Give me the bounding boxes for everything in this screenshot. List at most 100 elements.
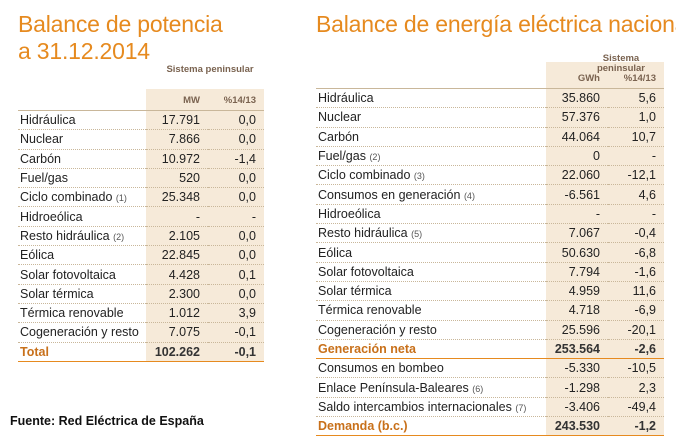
table-row: Hidroeólica - - [316,204,664,225]
row-label: Consumos en bombeo [316,358,546,379]
value-cell: - [146,206,208,227]
table-row: Solar fotovoltaica 7.794 -1,6 [316,262,664,282]
row-label: Resto hidráulica (2) [18,226,146,247]
value-cell: 25.348 [146,187,208,208]
pct-cell: 0,1 [208,264,264,285]
row-name: Generación neta [318,342,416,356]
row-label: Ciclo combinado (3) [316,165,546,186]
row-name: Total [20,344,49,359]
pct-cell: - [208,206,264,227]
row-footnote: (6) [472,383,484,394]
row-label: Hidráulica [316,87,546,109]
table-row: Solar térmica 4.959 11,6 [316,281,664,302]
row-name: Saldo intercambios internacionales [318,399,512,414]
row-name: Fuel/gas [318,149,366,164]
row-label: Solar térmica [316,281,546,302]
source-note: Fuente: Red Eléctrica de España [10,414,204,428]
summary-row: Demanda (b.c.) 243.530 -1,2 [316,416,664,437]
table-row: Resto hidráulica (2) 2.105 0,0 [18,226,264,247]
table-row: Ciclo combinado (1) 25.348 0,0 [18,187,264,208]
value-cell: 2.300 [146,284,208,304]
system-header: Sistema peninsular [596,53,646,74]
pct-cell: -12,1 [608,165,664,186]
pct-cell: 0,0 [208,129,264,150]
row-name: Solar térmica [318,284,392,299]
row-label: Térmica renovable [18,303,146,324]
power-balance-title: Balance de potencia a 31.12.2014 [18,11,264,65]
row-label: Hidroeólica [18,206,146,227]
row-name: Enlace Península-Baleares [318,380,469,395]
value-cell: -3.406 [546,397,608,418]
pct-cell: 2,3 [608,377,664,398]
pct-cell: - [608,146,664,167]
pct-cell: -0,1 [208,342,264,362]
pct-column-header: %14/13 [623,73,656,84]
pct-cell: 3,9 [208,303,264,324]
table-row: Fuel/gas 520 0,0 [18,168,264,189]
row-label: Carbón [316,127,546,147]
row-footnote: (2) [369,152,381,163]
row-label: Fuel/gas (2) [316,146,546,167]
value-cell: 57.376 [546,107,608,128]
pct-cell: 0,0 [208,284,264,304]
power-balance-panel: Balance de potencia a 31.12.2014 Sistema… [18,0,264,362]
power-balance-title-line2: a 31.12.2014 [18,38,150,64]
table-row: Carbón 10.972 -1,4 [18,149,264,169]
table-row: Cogeneración y resto 25.596 -20,1 [316,320,664,340]
pct-cell: 4,6 [608,184,664,205]
pct-cell: -20,1 [608,320,664,340]
value-cell: 7.866 [146,129,208,150]
row-name: Nuclear [20,132,64,147]
table-row: Hidroeólica - - [18,206,264,227]
row-name: Nuclear [318,110,362,125]
value-cell: 2.105 [146,226,208,247]
row-name: Demanda (b.c.) [318,419,408,434]
table-row: Enlace Península-Baleares (6) -1.298 2,3 [316,377,664,398]
row-name: Fuel/gas [20,171,68,186]
row-name: Ciclo combinado [20,190,113,205]
row-label: Solar fotovoltaica [18,264,146,285]
pct-cell: 0,0 [208,168,264,189]
row-name: Consumos en bombeo [318,361,444,376]
pct-cell: 10,7 [608,127,664,147]
value-cell: 35.860 [546,87,608,109]
summary-row: Generación neta 253.564 -2,6 [316,339,664,360]
table-row: Consumos en generación (4) -6.561 4,6 [316,184,664,205]
value-cell: 4.959 [546,281,608,302]
row-label: Hidráulica [18,109,146,131]
row-label: Ciclo combinado (1) [18,187,146,208]
row-label: Nuclear [316,107,546,128]
row-name: Hidroeólica [318,206,381,221]
row-label: Carbón [18,149,146,169]
row-label: Generación neta [316,339,546,360]
header-band [546,62,664,88]
energy-balance-header: Sistema peninsular GWh %14/13 [316,38,664,88]
row-label: Cogeneración y resto [316,320,546,340]
table-row: Saldo intercambios internacionales (7) -3… [316,397,664,418]
table-row: Nuclear 57.376 1,0 [316,107,664,128]
energy-balance-panel: Balance de energía eléctrica nacional Si… [316,0,676,437]
row-label: Solar fotovoltaica [316,262,546,282]
value-cell: 7.067 [546,223,608,244]
row-label: Solar térmica [18,284,146,304]
row-label: Total [18,342,146,362]
value-cell: 22.845 [146,245,208,266]
value-cell: 50.630 [546,242,608,263]
pct-cell: 0,0 [208,245,264,266]
table-row: Cogeneración y resto 7.075 -0,1 [18,322,264,343]
table-row: Fuel/gas (2) 0- [316,146,664,167]
row-name: Térmica renovable [20,306,124,321]
pct-cell: -0,4 [608,223,664,244]
value-cell: - [546,204,608,225]
row-label: Consumos en generación (4) [316,184,546,205]
row-name: Hidroeólica [20,209,83,224]
row-name: Térmica renovable [318,303,422,318]
row-label: Enlace Península-Baleares (6) [316,377,546,398]
row-footnote: (5) [411,229,423,240]
row-name: Solar térmica [20,286,94,301]
row-name: Eólica [318,245,353,260]
pct-cell: -6,8 [608,242,664,263]
row-label: Hidroeólica [316,204,546,225]
row-label: Térmica renovable [316,300,546,321]
row-name: Ciclo combinado [318,168,411,183]
